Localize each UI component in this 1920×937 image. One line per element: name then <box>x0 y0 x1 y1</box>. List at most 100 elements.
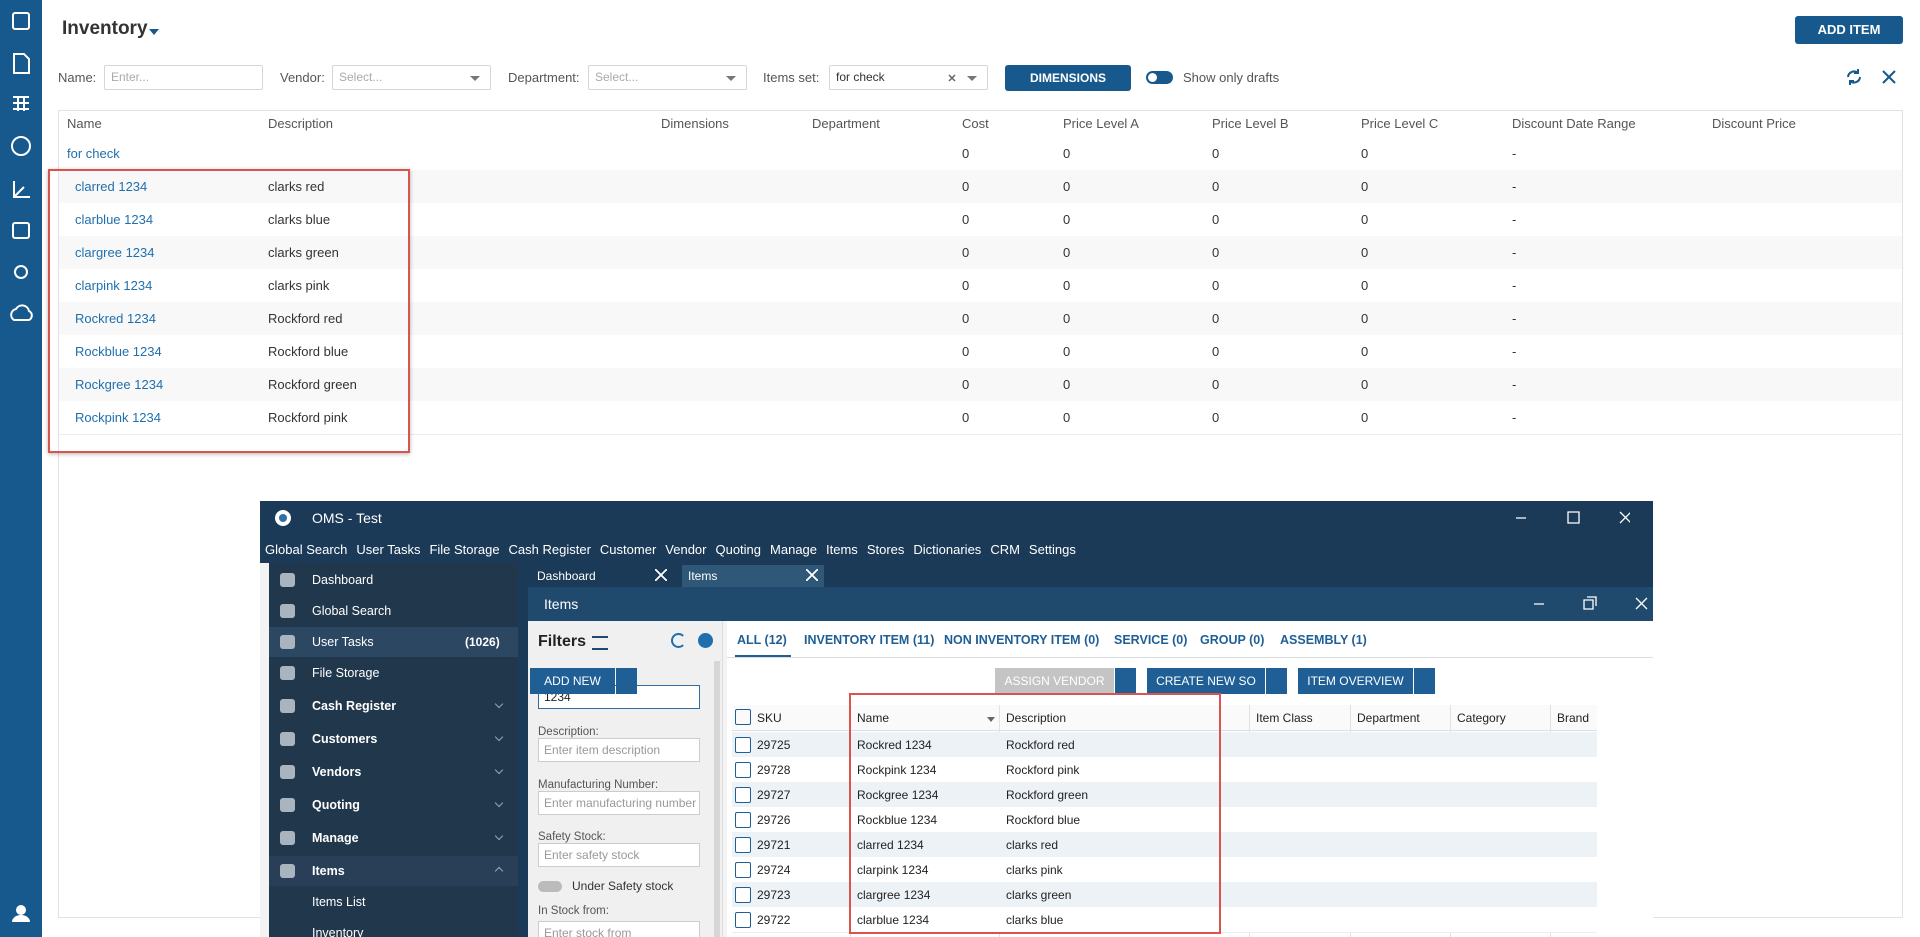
action-button[interactable]: ADD NEW <box>530 668 615 694</box>
dropdown-button[interactable] <box>616 668 637 694</box>
action-button[interactable]: CREATE NEW SO <box>1147 668 1265 694</box>
dropdown-button[interactable] <box>1266 668 1287 694</box>
nav-item[interactable]: Cash Register <box>269 691 518 721</box>
category-tab[interactable]: ALL (12) <box>737 633 787 647</box>
icon-chart[interactable] <box>13 181 30 198</box>
nav-item[interactable]: User Tasks (1026) <box>269 627 518 657</box>
refresh-button[interactable] <box>1843 66 1865 88</box>
menu-item[interactable]: Items <box>826 541 858 557</box>
vendor-select[interactable]: Select... <box>332 65 491 90</box>
column-header: Price Level B <box>1212 116 1289 131</box>
item-link[interactable]: for check <box>67 146 120 161</box>
menu-item[interactable]: Cash Register <box>508 541 591 557</box>
menu-item[interactable]: File Storage <box>429 541 500 557</box>
header-checkbox[interactable] <box>735 709 751 725</box>
nav-item[interactable]: File Storage <box>269 658 518 688</box>
menu-item[interactable]: Vendor <box>665 541 707 557</box>
tab-close[interactable] <box>655 569 667 581</box>
item-link[interactable]: Rockgree 1234 <box>75 377 164 392</box>
filter-icon[interactable] <box>592 636 608 650</box>
clear-icon[interactable] <box>947 73 957 83</box>
grid-column-header[interactable]: Brand <box>1557 711 1590 725</box>
grid-column-header[interactable]: SKU <box>757 711 782 725</box>
row-checkbox[interactable] <box>735 862 751 878</box>
menu-item[interactable]: Global Search <box>265 541 348 557</box>
menu-item[interactable]: Customer <box>599 541 657 557</box>
row-checkbox[interactable] <box>735 762 751 778</box>
field-input[interactable]: Enter item description <box>538 738 700 762</box>
action-button[interactable]: ASSIGN VENDOR <box>995 668 1114 694</box>
grid-column-header[interactable]: Item Class <box>1256 711 1313 725</box>
nav-item[interactable]: Customers <box>269 724 518 754</box>
window-controls[interactable] <box>1510 509 1630 527</box>
menu-item[interactable]: Quoting <box>715 541 762 557</box>
grid-column-header[interactable]: Description <box>1006 711 1067 725</box>
icon-user[interactable] <box>16 905 26 915</box>
category-tab[interactable]: SERVICE (0) <box>1114 633 1188 647</box>
category-tab[interactable]: INVENTORY ITEM (11) <box>804 633 935 647</box>
action-button[interactable]: ITEM OVERVIEW <box>1298 668 1413 694</box>
icon-settings[interactable] <box>14 265 28 279</box>
tab-close[interactable] <box>806 569 818 581</box>
drafts-toggle[interactable] <box>1146 71 1173 84</box>
field-input[interactable]: Enter manufacturing number <box>538 791 700 815</box>
grid-column-header[interactable]: Category <box>1457 711 1506 725</box>
grid-column-header[interactable]: Department <box>1357 711 1420 725</box>
icon-document[interactable] <box>13 53 30 74</box>
title-caret[interactable] <box>149 29 159 35</box>
close-filters[interactable] <box>698 633 713 648</box>
menu-item[interactable]: Stores <box>866 541 905 557</box>
row-checkbox[interactable] <box>735 912 751 928</box>
field-input[interactable]: Enter safety stock <box>538 843 700 867</box>
menu-item[interactable]: Settings <box>1028 541 1076 557</box>
item-link[interactable]: clargree 1234 <box>75 245 155 260</box>
icon-cloud[interactable] <box>10 304 33 321</box>
item-link[interactable]: Rockblue 1234 <box>75 344 162 359</box>
panel-controls[interactable] <box>1528 595 1648 613</box>
safety-toggle[interactable] <box>538 881 562 892</box>
items-set-select[interactable]: for check <box>829 65 988 90</box>
add-item-button[interactable]: ADD ITEM <box>1795 16 1903 44</box>
nav-item[interactable]: Inventory <box>269 918 518 937</box>
icon-grid[interactable] <box>13 96 29 111</box>
name-input[interactable]: Enter... <box>104 65 263 90</box>
item-link[interactable]: Rockpink 1234 <box>75 410 161 425</box>
nav-item[interactable]: Global Search <box>269 596 518 626</box>
dropdown-button[interactable] <box>1414 668 1435 694</box>
category-tab[interactable]: NON INVENTORY ITEM (0) <box>944 633 1100 647</box>
nav-item[interactable]: Quoting <box>269 790 518 820</box>
nav-item[interactable]: Manage <box>269 823 518 853</box>
grid-column-header[interactable]: Name <box>857 711 890 725</box>
nav-item[interactable]: Dashboard <box>269 565 518 595</box>
field-input[interactable]: Enter stock from <box>538 921 700 937</box>
nav-item[interactable]: Items <box>269 856 518 886</box>
item-link[interactable]: clarblue 1234 <box>75 212 154 227</box>
menu-item[interactable]: Manage <box>770 541 818 557</box>
icon-dollar[interactable] <box>11 136 31 156</box>
row-checkbox[interactable] <box>735 887 751 903</box>
icon-calendar[interactable] <box>12 222 30 239</box>
nav-item[interactable]: Items List <box>269 887 518 917</box>
row-checkbox[interactable] <box>735 812 751 828</box>
item-link[interactable]: clarred 1234 <box>75 179 148 194</box>
department-select[interactable]: Select... <box>588 65 747 90</box>
page-title[interactable]: Inventory <box>62 18 148 39</box>
category-tab[interactable]: ASSEMBLY (1) <box>1280 633 1367 647</box>
dropdown-button[interactable] <box>1115 668 1136 694</box>
menu-item[interactable]: User Tasks <box>356 541 421 557</box>
doc-tab[interactable]: Items <box>682 565 824 587</box>
item-link[interactable]: Rockred 1234 <box>75 311 156 326</box>
row-checkbox[interactable] <box>735 837 751 853</box>
dimensions-button[interactable]: DIMENSIONS <box>1005 65 1131 91</box>
close-button[interactable] <box>1880 68 1898 86</box>
menu-item[interactable]: CRM <box>990 541 1020 557</box>
nav-item[interactable]: Vendors <box>269 757 518 787</box>
menu-item[interactable]: Dictionaries <box>913 541 982 557</box>
item-link[interactable]: clarpink 1234 <box>75 278 153 293</box>
reset-icon[interactable] <box>671 633 686 648</box>
category-tab[interactable]: GROUP (0) <box>1200 633 1265 647</box>
icon-box[interactable] <box>12 12 30 30</box>
row-checkbox[interactable] <box>735 737 751 753</box>
row-checkbox[interactable] <box>735 787 751 803</box>
doc-tab[interactable]: Dashboard <box>531 565 673 587</box>
